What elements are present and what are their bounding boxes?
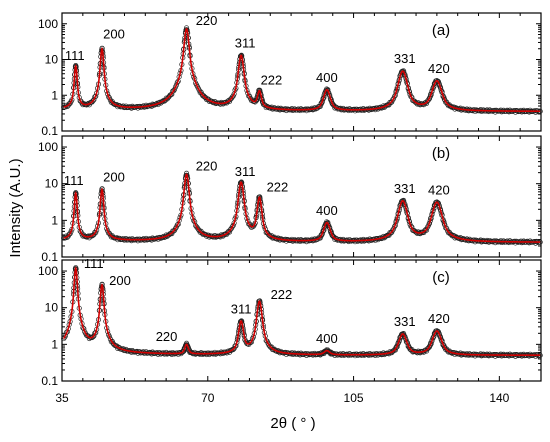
y-tick-label: 1 xyxy=(51,213,58,227)
panel-b: 0.1 1 10 100 111 200 220 311 222 400 331 420 (b) xyxy=(38,135,543,264)
observed-series xyxy=(61,170,543,246)
peak-label-400: 400 xyxy=(316,331,338,346)
y-tick-label: 0.1 xyxy=(41,374,58,388)
peak-label-200: 200 xyxy=(103,169,125,184)
x-tick-label: 70 xyxy=(201,391,215,405)
fit-line xyxy=(63,173,541,243)
peak-label-222: 222 xyxy=(261,72,283,87)
panel-frame xyxy=(61,259,542,382)
observed-point xyxy=(434,199,440,205)
observed-point xyxy=(90,98,96,104)
x-tick-label: 105 xyxy=(344,391,364,405)
y-tick-label: 10 xyxy=(45,53,59,67)
peak-label-111: 111 xyxy=(84,256,104,271)
peak-label-220: 220 xyxy=(156,329,178,344)
x-axis-title: 2θ ( ° ) xyxy=(270,415,315,432)
peak-label-220: 220 xyxy=(196,158,218,173)
peak-label-400: 400 xyxy=(316,70,338,85)
x-tick-label: 35 xyxy=(55,391,69,405)
x-tick-label: 140 xyxy=(489,391,509,405)
peak-label-331: 331 xyxy=(394,51,416,66)
fit-line xyxy=(63,27,541,113)
panel-tag: (c) xyxy=(432,269,450,286)
observed-point xyxy=(225,229,231,235)
observed-point xyxy=(329,233,336,239)
y-tick-label: 10 xyxy=(45,301,59,315)
peak-label-311: 311 xyxy=(235,164,256,179)
peak-label-331: 331 xyxy=(394,314,416,329)
y-tick-label: 1 xyxy=(51,88,58,102)
peak-label-420: 420 xyxy=(428,61,450,76)
observed-point xyxy=(434,78,440,84)
fit-line xyxy=(62,266,541,357)
peak-label-222: 222 xyxy=(271,287,293,302)
panel-c: 0.1 1 10 100 111 200 220 311 222 400 331 420 (c) xyxy=(38,256,543,388)
panel-tag: (b) xyxy=(432,145,450,162)
y-tick-label: 100 xyxy=(38,264,58,278)
y-tick-label: 0.1 xyxy=(41,250,58,264)
peak-label-200: 200 xyxy=(109,273,131,288)
x-tick-labels: 35 70 105 140 xyxy=(55,391,509,405)
peak-label-420: 420 xyxy=(428,311,450,326)
panel-a: 0.1 1 10 100 111 200 220 311 222 400 331 420 (a) xyxy=(38,12,543,138)
observed-series xyxy=(61,265,543,359)
peak-label-420: 420 xyxy=(428,182,450,197)
peak-label-111: 111 xyxy=(64,173,84,188)
panel-frame xyxy=(61,12,542,132)
peak-label-400: 400 xyxy=(316,203,338,218)
observed-point xyxy=(407,346,413,352)
peak-label-311: 311 xyxy=(235,35,256,50)
panel-tag: (a) xyxy=(432,22,450,39)
peak-label-200: 200 xyxy=(103,27,125,42)
y-tick-label: 1 xyxy=(51,337,58,351)
peak-label-111: 111 xyxy=(65,48,85,63)
y-axis-title: Intensity (A.U.) xyxy=(7,158,24,257)
peak-label-331: 331 xyxy=(394,181,416,196)
peak-label-220: 220 xyxy=(196,13,218,28)
peak-label-222: 222 xyxy=(267,179,289,194)
y-tick-label: 100 xyxy=(38,17,58,31)
peak-label-311: 311 xyxy=(231,301,252,316)
panel-frame xyxy=(61,135,542,258)
y-tick-label: 10 xyxy=(45,177,59,191)
observed-series xyxy=(61,25,543,115)
y-tick-label: 0.1 xyxy=(41,124,58,138)
y-tick-label: 100 xyxy=(38,140,58,154)
